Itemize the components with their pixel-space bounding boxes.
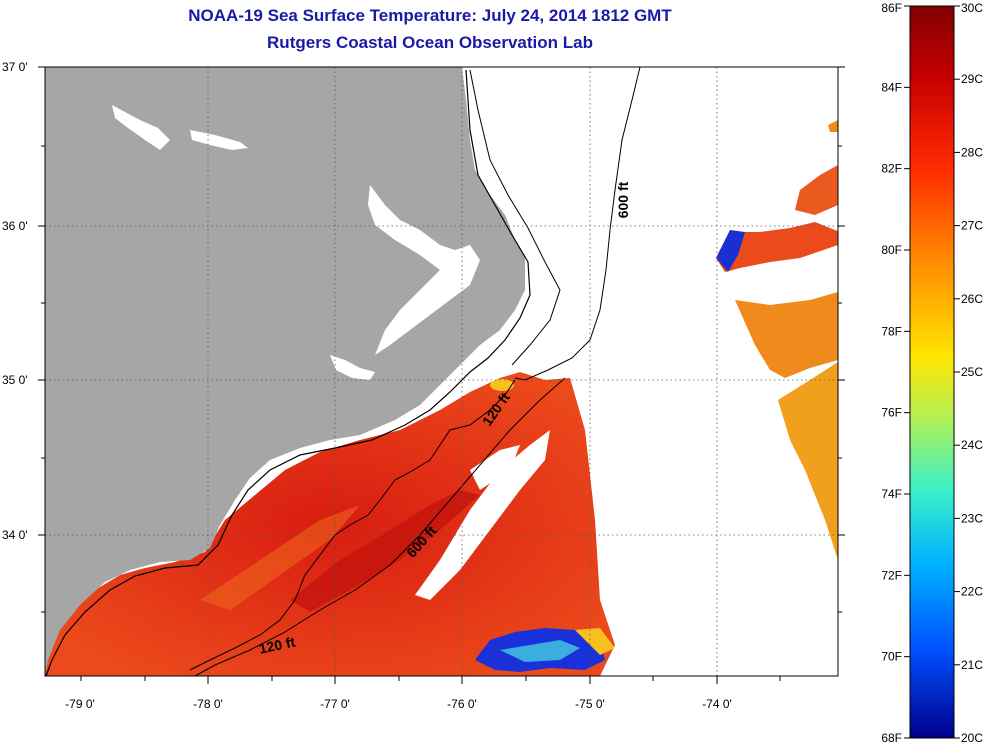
colorbar-label-c: 20C (961, 731, 983, 745)
isobath-600ft-south (194, 377, 566, 676)
river-estuary (330, 355, 375, 380)
lon-label: -76 0' (447, 697, 477, 711)
barrier-islands (469, 69, 561, 366)
lake (190, 130, 248, 150)
colorbar-label-c: 28C (961, 145, 983, 159)
sst-cyan-patch (500, 640, 580, 662)
colorbar-label-c: 30C (961, 1, 983, 15)
lat-label: 35 0' (2, 373, 28, 387)
colorbar-label-f: 80F (881, 243, 902, 257)
colorbar-label-c: 29C (961, 72, 983, 86)
sst-east-patch (828, 120, 838, 132)
cloud-gap (415, 430, 550, 600)
isobath-600ft-north (514, 67, 641, 381)
sst-yellow-patch (490, 379, 514, 391)
colorbar-label-f: 84F (881, 80, 902, 94)
colorbar-label-f: 82F (881, 162, 902, 176)
pamlico-sound (368, 185, 480, 355)
map-subtitle: Rutgers Coastal Ocean Observation Lab (267, 33, 593, 52)
sst-yellow-patch (575, 628, 615, 655)
colorbar-label-f: 86F (881, 1, 902, 15)
colorbar-label-c: 27C (961, 219, 983, 233)
map-title: NOAA-19 Sea Surface Temperature: July 24… (188, 6, 672, 25)
coastline (45, 69, 531, 676)
colorbar-label-c: 25C (961, 365, 983, 379)
lon-label: -78 0' (193, 697, 223, 711)
colorbar-labels: 86F 84F 82F 80F 78F 76F 74F 72F 70F 68F 30C 29C 28C 2… (881, 1, 983, 745)
graticule (45, 67, 838, 676)
lat-label: 34 0' (2, 528, 28, 542)
lon-label: -79 0' (65, 697, 95, 711)
sst-east-patch (716, 222, 838, 272)
colorbar-label-c: 26C (961, 292, 983, 306)
colorbar (909, 5, 955, 739)
colorbar-label-f: 78F (881, 324, 902, 338)
plot-frame (44, 66, 839, 677)
colorbar-label-c: 23C (961, 511, 983, 525)
sst-east-orange (778, 362, 838, 560)
lake (112, 105, 170, 150)
lon-label: -75 0' (575, 697, 605, 711)
colorbar-label-f: 72F (881, 568, 902, 582)
colorbar-label-f: 76F (881, 406, 902, 420)
cloud-gap (470, 445, 520, 490)
land-mass (45, 67, 525, 676)
lat-label: 37 0' (2, 60, 28, 74)
sst-mid-band (200, 505, 360, 610)
contour-label-120ft-south: 120 ft (257, 633, 296, 656)
colorbar-label-c: 22C (961, 585, 983, 599)
lon-label: -77 0' (320, 697, 350, 711)
axis-ticks (38, 66, 845, 684)
colorbar-label-c: 24C (961, 438, 983, 452)
sst-east-patch (795, 165, 838, 215)
sst-east-orange (735, 292, 838, 378)
colorbar-label-f: 74F (881, 487, 902, 501)
isobath-120ft (189, 379, 516, 671)
lat-label: 36 0' (2, 219, 28, 233)
colorbar-label-c: 21C (961, 658, 983, 672)
sst-east-cold (716, 230, 745, 272)
lon-label: -74 0' (702, 697, 732, 711)
colorbar-label-f: 70F (881, 650, 902, 664)
colorbar-label-f: 68F (881, 731, 902, 745)
colorbar-ticks (904, 5, 960, 739)
contour-label-600ft-north: 600 ft (615, 181, 631, 218)
